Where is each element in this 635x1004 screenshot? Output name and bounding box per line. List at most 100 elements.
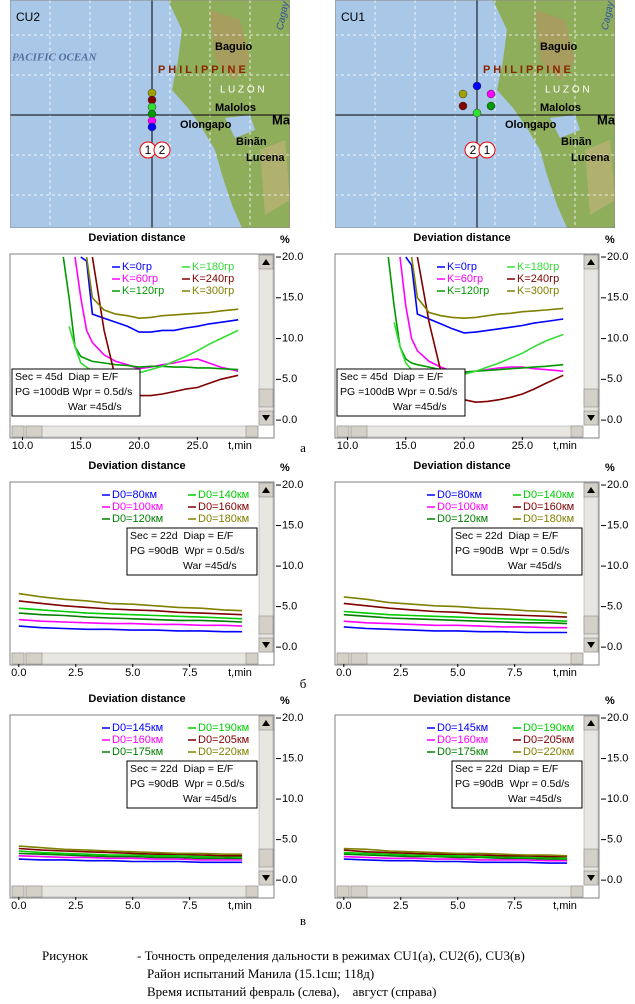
chart-title: Deviation distance [88, 232, 185, 244]
series-line [18, 852, 243, 860]
legend-label: D0=190км [523, 722, 574, 734]
marker-ring [153, 141, 171, 159]
y-tick-label: 15.0 [282, 752, 303, 764]
legend-label: D0=160км [523, 501, 574, 513]
map: CU1 P H I L I P P I N E L U Z O N Baguio Mal… [335, 0, 617, 228]
info-text: War =45d/s [508, 793, 562, 805]
place-name: Cagay [600, 0, 617, 31]
info-text: PG =90dB Wpr = 0.5d/s [130, 545, 244, 557]
place-name: Baguio [540, 41, 578, 53]
legend-label: D0=175км [437, 746, 488, 758]
x-axis-label: t,min [553, 440, 577, 452]
caption-line: - Точность определения дальности в режим… [137, 948, 525, 963]
series-line [74, 256, 239, 372]
h-scrollbar [336, 652, 584, 665]
scroll-button [245, 425, 259, 438]
y-tick-label: 10.0 [282, 793, 303, 805]
mountains [585, 140, 615, 215]
scroll-button [570, 885, 584, 898]
series-line [343, 626, 568, 634]
x-tick-label: 7.5 [507, 900, 522, 912]
legend-label: D0=100км [112, 501, 163, 513]
scroll-arrow [262, 415, 270, 421]
series-line [410, 256, 564, 320]
legend-label: D0=205км [523, 734, 574, 746]
legend-label: K=60гр [447, 273, 483, 285]
caption-label: Рисунок [42, 948, 89, 963]
panel-letter: в [300, 913, 306, 928]
x-tick-label: 20.0 [453, 440, 474, 452]
series-line [18, 592, 243, 612]
info-box [11, 368, 141, 417]
y-tick-label: 10.0 [282, 560, 303, 572]
place-name: Lucena [571, 152, 610, 164]
legend-label: D0=80км [112, 489, 157, 501]
place-name: Binãn [236, 136, 267, 148]
info-text: War =45d/s [183, 793, 237, 805]
info-text: Sec = 22d Diap = E/F [455, 763, 558, 775]
info-text: Sec = 22d Diap = E/F [130, 763, 233, 775]
y-tick-label: 0.0 [282, 414, 297, 426]
scroll-thumb [25, 425, 43, 438]
y-tick-label: 0.0 [607, 641, 622, 653]
info-text: War =45d/s [393, 401, 447, 413]
series-line [343, 847, 568, 857]
scroll-thumb [350, 652, 368, 665]
y-tick-label: 10.0 [282, 332, 303, 344]
scroll-arrow [587, 259, 595, 265]
legend-label: D0=160км [198, 501, 249, 513]
map-label: CU1 [341, 10, 365, 24]
info-text: Sec = 45d Diap = E/F [340, 371, 443, 383]
place-name: L U Z O N [545, 85, 590, 96]
info-text: Sec = 22d Diap = E/F [130, 530, 233, 542]
place-name: Malolos [540, 102, 581, 114]
info-text: PG =90dB Wpr = 0.5d/s [455, 545, 569, 557]
transmitter [486, 89, 496, 99]
marker-ring [478, 141, 496, 159]
series-line [18, 845, 243, 856]
x-tick-label: 25.0 [187, 440, 208, 452]
x-tick-label: 0.0 [336, 667, 351, 679]
marker-label: 1 [145, 143, 152, 157]
bay [550, 115, 580, 138]
y-tick-label: 15.0 [282, 519, 303, 531]
mountains [535, 10, 575, 80]
mountains [260, 140, 290, 215]
scroll-arrow [587, 642, 595, 648]
scroll-button [11, 652, 25, 665]
y-tick-label: 10.0 [607, 793, 628, 805]
scroll-arrow [262, 720, 270, 726]
scroll-arrow [587, 415, 595, 421]
h-scrollbar [336, 425, 584, 438]
x-tick-label: 5.0 [125, 667, 140, 679]
series-line [343, 858, 568, 864]
map-label: CU2 [16, 10, 40, 24]
scroll-thumb [258, 848, 274, 868]
series-line [405, 256, 564, 334]
x-axis-label: t,min [228, 440, 252, 452]
caption-line: Район испытаний Манила (15.1сш; 118д) [147, 966, 374, 981]
legend-label: D0=180км [523, 513, 574, 525]
y-tick-label: 15.0 [607, 752, 628, 764]
y-tick-label: 0.0 [282, 641, 297, 653]
legend-label: D0=80км [437, 489, 482, 501]
x-tick-label: 15.0 [395, 440, 416, 452]
scroll-button [336, 425, 350, 438]
y-tick-label: 5.0 [282, 834, 297, 846]
y-tick-label: 5.0 [282, 373, 297, 385]
land [168, 0, 290, 228]
chart-panel: Deviation distance % 20.0 15.0 10.0 5.0 0.0 10.… [334, 232, 628, 452]
y-tick-label: 5.0 [607, 373, 622, 385]
series-line [18, 625, 243, 633]
chart-panel: Deviation distance % 20.0 15.0 10.0 5.0 0.0 0.0… [9, 460, 303, 679]
series-line [85, 256, 239, 320]
chart-title: Deviation distance [413, 460, 510, 472]
scroll-thumb [583, 848, 599, 868]
scroll-button [570, 425, 584, 438]
x-tick-label: 0.0 [11, 667, 26, 679]
series-line [343, 620, 568, 629]
info-text: War =45d/s [183, 560, 237, 572]
place-name: Binãn [561, 136, 592, 148]
